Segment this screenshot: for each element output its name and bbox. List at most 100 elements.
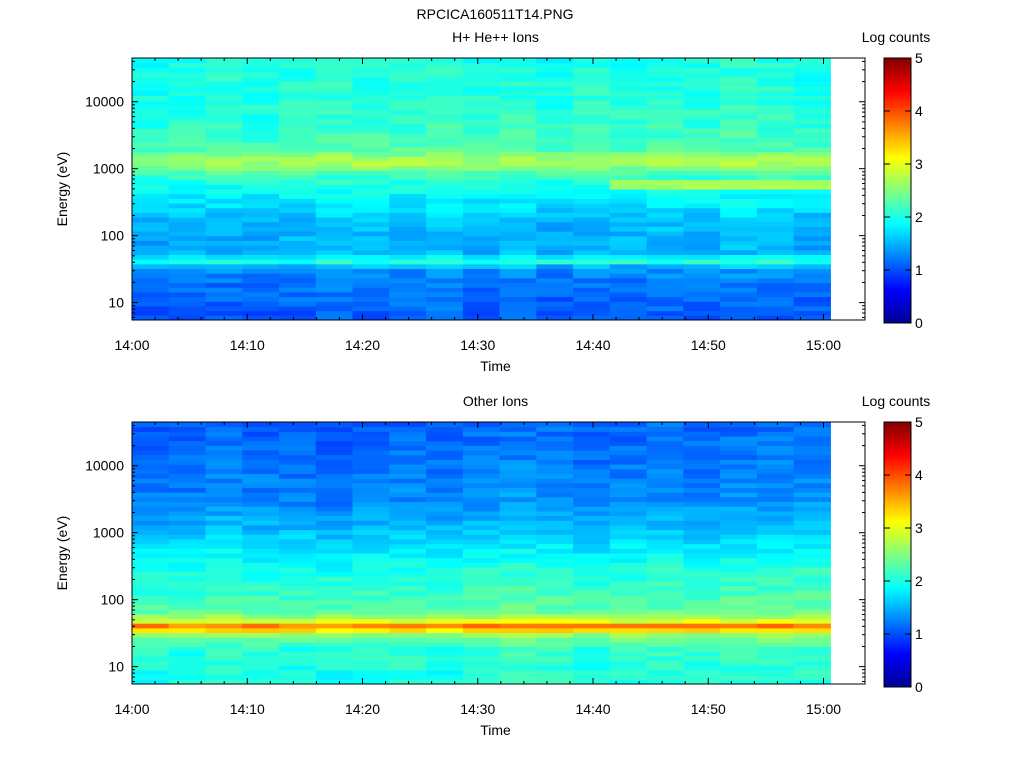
heatmap-cell (389, 217, 427, 223)
heatmap-cell (683, 445, 721, 451)
heatmap-cell (426, 478, 464, 484)
heatmap-cell (536, 450, 574, 456)
heatmap-cell (315, 207, 354, 213)
heatmap-cell (279, 487, 317, 493)
heatmap-cell (205, 128, 243, 134)
colorbar-swatch (884, 459, 911, 463)
heatmap-cell (352, 459, 390, 465)
heatmap-cell (609, 422, 648, 428)
colorbar-swatch (884, 296, 911, 300)
heatmap-cell (793, 468, 831, 474)
heatmap-cell (242, 277, 280, 284)
heatmap-cell (315, 86, 354, 92)
heatmap-cell (536, 212, 574, 218)
heatmap-cell (242, 305, 280, 312)
heatmap-cell (756, 623, 795, 629)
heatmap-cell (683, 440, 721, 446)
heatmap-cell (499, 632, 537, 638)
y-tick-label: 10000 (85, 94, 124, 110)
heatmap-cell (168, 492, 207, 498)
heatmap-cell (352, 548, 390, 554)
heatmap-cell (720, 277, 758, 284)
heatmap-cell (279, 301, 317, 307)
heatmap-cell (756, 529, 795, 535)
heatmap-cell (573, 207, 611, 213)
heatmap-cell (279, 646, 317, 652)
heatmap-cell (646, 240, 684, 246)
heatmap-cell (242, 468, 280, 474)
heatmap-cell (573, 501, 611, 507)
heatmap-cell (168, 146, 207, 153)
heatmap-cell (609, 464, 648, 470)
heatmap-cell (279, 189, 317, 195)
colorbar-swatch (884, 607, 911, 611)
heatmap-cell (683, 646, 721, 652)
heatmap-cell (756, 510, 795, 517)
heatmap-cell (242, 618, 280, 624)
heatmap-cell (646, 72, 684, 78)
x-axis-label: Time (480, 722, 511, 738)
heatmap-cell (242, 543, 280, 549)
heatmap-cell (315, 315, 354, 321)
heatmap-cell (573, 571, 611, 577)
heatmap-cell (609, 665, 648, 671)
heatmap-cell (573, 151, 611, 157)
heatmap-cell (426, 151, 464, 157)
heatmap-cell (573, 249, 611, 255)
heatmap-cell (536, 277, 574, 284)
heatmap-cell (536, 641, 574, 648)
heatmap-cell (756, 641, 795, 648)
heatmap-cell (168, 156, 207, 162)
heatmap-cell (168, 599, 207, 605)
heatmap-cell (462, 287, 501, 293)
colorbar-swatch (884, 208, 911, 211)
heatmap-cell (646, 132, 684, 139)
heatmap-cell (389, 86, 427, 92)
heatmap-cell (132, 114, 170, 120)
heatmap-cell (646, 604, 684, 610)
heatmap-cell (426, 193, 464, 199)
y-tick-label: 1000 (93, 161, 124, 177)
heatmap-cell (426, 81, 464, 87)
heatmap-cell (315, 179, 354, 185)
heatmap-cell (499, 553, 537, 559)
heatmap-cell (462, 104, 501, 110)
heatmap-cell (205, 599, 243, 605)
heatmap-cell (205, 198, 243, 204)
heatmap-cell (609, 609, 648, 615)
heatmap-cell (609, 445, 648, 451)
heatmap-cell (573, 464, 611, 470)
heatmap-cell (499, 123, 537, 129)
heatmap-cell (499, 273, 537, 279)
heatmap-cell (646, 529, 684, 535)
heatmap-cell (793, 524, 831, 531)
heatmap-cell (793, 534, 831, 540)
heatmap-cell (609, 67, 648, 73)
heatmap-cell (426, 296, 464, 302)
heatmap-cell (279, 217, 317, 223)
heatmap-cell (756, 273, 795, 279)
heatmap-cell (573, 146, 611, 153)
heatmap-cell (279, 240, 317, 246)
colorbar-swatch (884, 585, 911, 589)
heatmap-cell (168, 473, 207, 479)
heatmap-cell (756, 595, 795, 601)
heatmap-cell (352, 543, 390, 549)
heatmap-cell (279, 454, 317, 460)
heatmap-cell (646, 151, 684, 157)
heatmap-cell (352, 590, 390, 596)
heatmap-cell (609, 431, 648, 437)
heatmap-cell (499, 674, 537, 680)
heatmap-cell (609, 562, 648, 568)
heatmap-cell (205, 524, 243, 531)
heatmap-cell (499, 189, 537, 195)
heatmap-cell (499, 254, 537, 260)
heatmap-cell (683, 431, 721, 437)
heatmap-cell (352, 655, 390, 662)
heatmap-cell (462, 72, 501, 78)
heatmap-cell (683, 520, 721, 526)
heatmap-cell (720, 604, 758, 610)
heatmap-cell (279, 151, 317, 157)
heatmap-cell (462, 604, 501, 610)
colorbar-tick-label: 2 (915, 209, 923, 225)
